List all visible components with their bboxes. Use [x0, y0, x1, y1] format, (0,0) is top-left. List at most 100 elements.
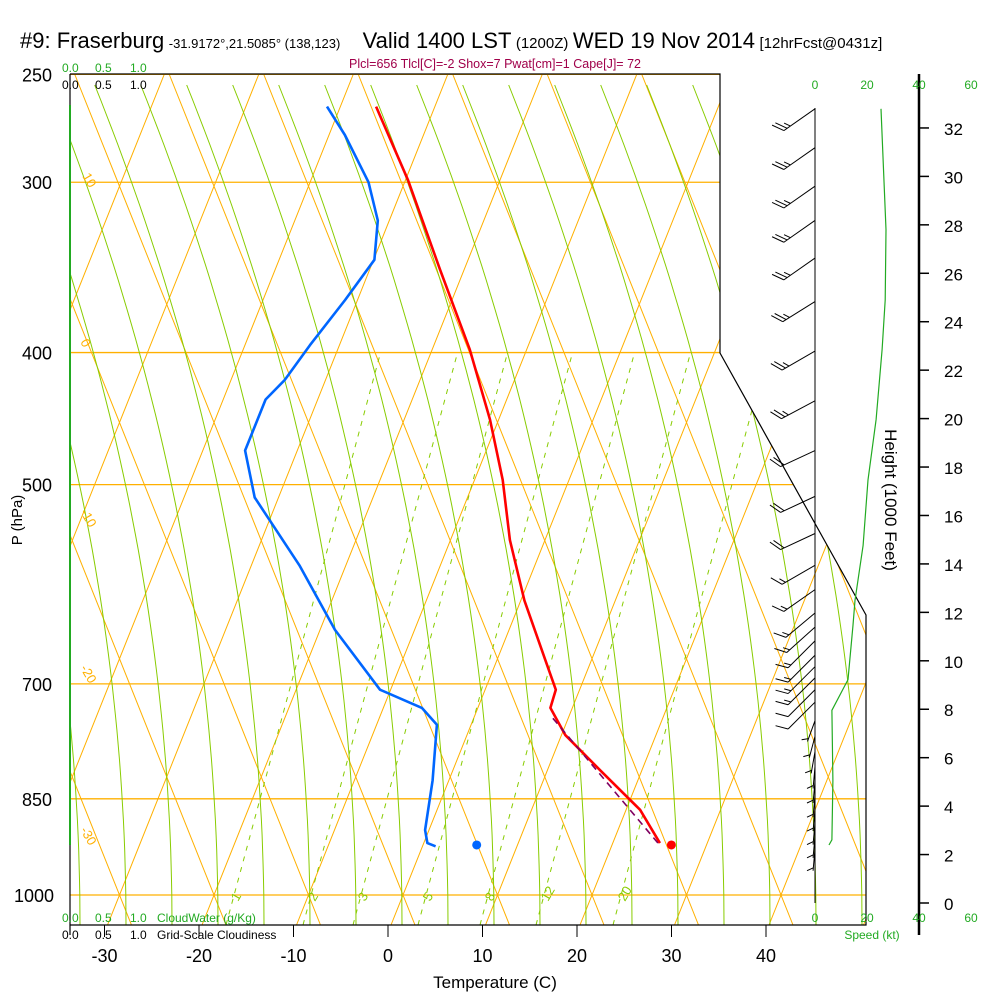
wind-barb-half: [806, 867, 814, 872]
wind-barb-flag: [770, 411, 782, 420]
temperature-tick-label: 40: [756, 946, 776, 966]
wind-barb-shaft: [787, 701, 816, 730]
stability-indices-text: Plcl=656 Tlcl[C]=-2 Shox=7 Pwat[cm]=1 Ca…: [349, 57, 641, 71]
height-tick-label: 6: [944, 750, 953, 769]
wind-barb-flag: [775, 712, 789, 718]
wind-barb: [774, 626, 816, 653]
wind-barb-flag: [769, 541, 781, 550]
wind-barb-half: [806, 827, 814, 832]
wind-barb-half: [806, 841, 814, 846]
wind-barb-half: [806, 799, 814, 804]
mixing-ratio-label: 3: [355, 890, 372, 904]
height-axis-title: Height (1000 Feet): [881, 429, 900, 571]
wind-barb-flag: [775, 122, 788, 129]
wind-barb-flag: [774, 313, 787, 321]
wind-barb: [806, 822, 816, 846]
wind-barb: [775, 677, 816, 706]
wind-barb-shaft: [812, 848, 816, 871]
height-tick-label: 12: [944, 604, 963, 623]
wind-barb-flag: [769, 458, 781, 468]
height-tick-label: 30: [944, 168, 963, 187]
cloudiness-tick-top: 0.0: [62, 78, 79, 92]
wind-barb-flag: [775, 663, 789, 669]
temperature-tick-label: 0: [383, 946, 393, 966]
temperature-tick-label: 10: [472, 946, 492, 966]
mixing-ratio-line: [479, 352, 635, 925]
mixing-ratio-line: [612, 352, 768, 925]
wind-barb-half: [806, 785, 814, 789]
moist-adiabat-line: [94, 84, 265, 925]
wind-barb-half: [783, 199, 791, 204]
wind-barb-flag: [771, 236, 785, 243]
wind-barb-flag: [771, 124, 785, 132]
adiabat-label: -20: [77, 662, 99, 686]
height-tick-label: 22: [944, 362, 963, 381]
pressure-tick-label: 1000: [14, 886, 54, 906]
height-tick-label: 4: [944, 798, 953, 817]
wind-barb: [801, 720, 816, 742]
wind-barb-flag: [771, 163, 785, 170]
wind-barb-shaft: [780, 495, 816, 513]
wind-barb-half: [783, 234, 791, 239]
wind-barb: [771, 301, 816, 323]
cloudiness-tick-bottom: 0.0: [62, 928, 79, 942]
moist-adiabat-line: [462, 84, 633, 925]
moist-adiabat-line: [554, 84, 725, 925]
height-tick-label: 24: [944, 314, 963, 333]
speed-tick-bottom: 40: [912, 911, 926, 925]
station-name: #9: Fraserburg: [20, 28, 165, 53]
wind-barb-shaft: [785, 612, 816, 638]
parcel-line: [552, 717, 659, 844]
wind-barb: [804, 751, 816, 774]
valid-time: Valid 1400 LST: [362, 28, 512, 53]
wind-barb: [771, 220, 816, 243]
cloudwater-tick-bottom: 0.5: [95, 911, 112, 925]
isotherm-line: [390, 74, 732, 925]
cloudwater-tick-top: 1.0: [130, 61, 147, 75]
moist-adiabat-line: [416, 84, 587, 925]
adiabat-label: -30: [77, 824, 99, 848]
cloudwater-tick-top: 0.0: [62, 61, 79, 75]
wind-barb-shaft: [787, 640, 816, 669]
mixing-ratio-label: 20: [615, 883, 635, 903]
moist-adiabat-line: [646, 84, 817, 925]
dry-adiabat-line: [168, 74, 510, 925]
height-tick-label: 0: [944, 895, 953, 914]
temperature-tick-label: -30: [91, 946, 117, 966]
wind-barb-flag: [771, 605, 785, 612]
wind-barb-half: [782, 631, 790, 636]
cloudiness-tick-top: 0.5: [95, 78, 112, 92]
speed-tick-top: 0: [812, 78, 819, 92]
wind-barb-half: [782, 410, 789, 416]
temperature-tick-label: -10: [280, 946, 306, 966]
dry-adiabat-line: [74, 74, 416, 925]
wind-barb: [771, 589, 816, 612]
moist-adiabat-line: [70, 84, 127, 925]
height-tick-label: 18: [944, 459, 963, 478]
dry-adiabat-line: [925, 74, 1000, 925]
wind-barb-shaft: [812, 835, 816, 858]
speed-axis-label: Speed (kt): [844, 928, 899, 942]
speed-tick-bottom: 20: [860, 911, 874, 925]
wind-barb: [775, 654, 816, 683]
wind-barb-flag: [775, 700, 789, 706]
wind-barb: [771, 257, 816, 281]
speed-tick-bottom: 60: [964, 911, 978, 925]
dry-adiabat-line: [263, 74, 605, 925]
wind-barb-shaft: [781, 400, 816, 420]
height-tick-label: 16: [944, 507, 963, 526]
speed-tick-top: 40: [912, 78, 926, 92]
cloudwater-tick-bottom: 1.0: [130, 911, 147, 925]
wind-barb-flag: [771, 202, 785, 209]
cloudwater-tick-top: 0.5: [95, 61, 112, 75]
dry-adiabat-line: [546, 74, 866, 925]
wind-barb-flag: [775, 725, 789, 730]
height-tick-label: 10: [944, 653, 963, 672]
wind-barb-half: [803, 754, 811, 758]
forecast-info: [12hrFcst@0431z]: [759, 35, 883, 52]
wind-barb-flag: [773, 502, 785, 512]
wind-barb-shaft: [780, 533, 816, 551]
wind-barb: [806, 766, 816, 789]
